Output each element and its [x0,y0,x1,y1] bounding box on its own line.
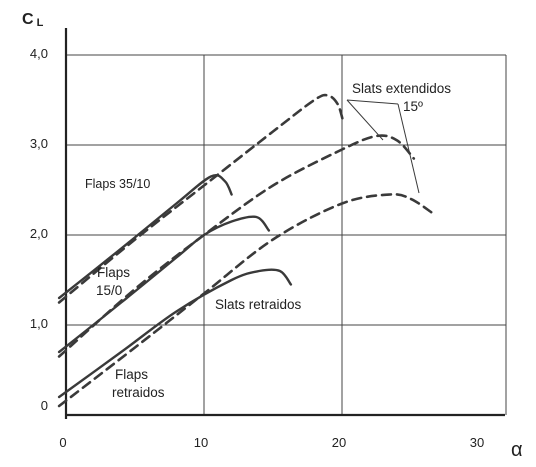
flaps-retracted-value-label: retraidos [112,385,165,400]
flaps-retracted-label: Flaps [115,367,148,382]
slats-extended-label: Slats extendidos [352,81,451,96]
slats-extended-angle-label: 15º [403,99,423,114]
annotation-leaders [346,99,420,194]
x-tick-label: 0 [59,435,66,450]
axes [64,28,505,419]
y-tick-label: 3,0 [30,136,48,151]
curves [57,93,433,408]
flaps-15-0-value-label: 15/0 [96,283,122,298]
solid-curve [57,174,233,300]
tick-labels: 0 10 20 30 0 1,0 2,0 3,0 4,0 [30,46,484,450]
y-tick-label: 1,0 [30,316,48,331]
x-tick-label: 30 [470,435,484,450]
x-tick-label: 10 [194,435,208,450]
solid-curve [57,215,271,354]
grid [66,54,507,415]
x-tick-label: 20 [332,435,346,450]
flaps-35-10-label: Flaps 35/10 [85,177,150,191]
annotation-leader-line [397,103,420,194]
dashed-curve [57,134,416,358]
y-tick-label: 2,0 [30,226,48,241]
dashed-curve [57,193,433,408]
y-tick-label: 4,0 [30,46,48,61]
y-tick-label: 0 [41,398,48,413]
annotation-leader-line [346,99,399,105]
annotation-leader-line [346,99,384,141]
dashed-curve [57,93,345,304]
flaps-15-0-label: Flaps [97,265,130,280]
solid-curve [57,268,293,399]
x-axis-label: α [511,439,523,461]
slats-retracted-label: Slats retraidos [215,297,302,312]
